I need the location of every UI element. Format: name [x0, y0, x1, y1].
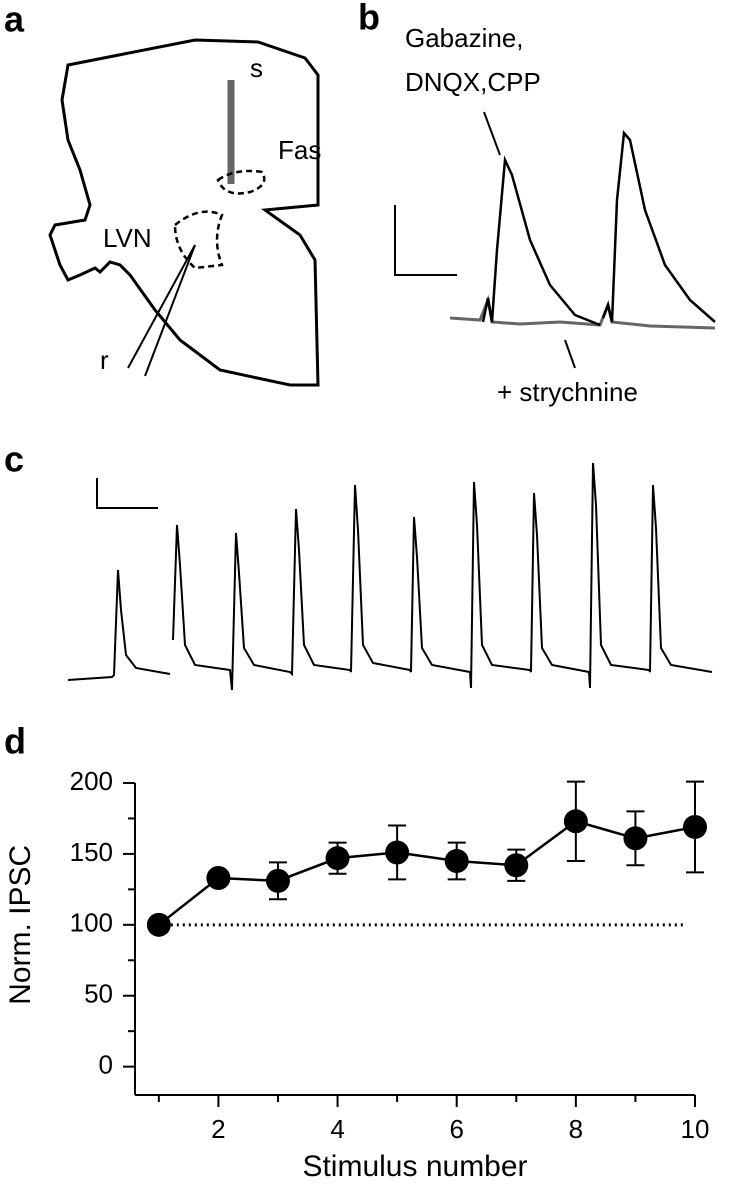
x-tick-label: 2 [211, 1114, 225, 1144]
x-tick-label: 8 [569, 1114, 583, 1144]
x-tick-label: 10 [681, 1114, 710, 1144]
data-point [265, 868, 290, 893]
x-axis-label: Stimulus number [302, 1150, 527, 1183]
data-point [504, 853, 529, 878]
slice-outline [48, 38, 320, 387]
label-fas: Fas [278, 135, 321, 165]
y-tick-label: 200 [70, 766, 113, 796]
y-tick-label: 50 [84, 979, 113, 1009]
scale-bar [394, 205, 457, 276]
y-tick-label: 150 [70, 837, 113, 867]
data-point [146, 912, 171, 937]
data-point [444, 849, 469, 873]
data-point [683, 814, 707, 839]
data-point [563, 809, 588, 834]
trace-train [67, 462, 713, 691]
electrode-r [127, 244, 196, 369]
pointer [483, 111, 501, 156]
trace-control [601, 129, 716, 323]
data-point [206, 866, 231, 891]
data-point [385, 840, 410, 865]
data-line [158, 819, 696, 926]
lvn-outline [173, 210, 224, 270]
trace-control [481, 155, 601, 327]
panel-label: b [358, 0, 380, 38]
y-axis-label: Norm. IPSC [4, 845, 37, 1005]
x-tick-label: 4 [330, 1114, 344, 1144]
chart: 0 50 100 150 200 2 4 6 8 10 Stimulus number Norm. I… [4, 766, 710, 1183]
label-lvn: LVN [103, 223, 152, 253]
panel-label: a [4, 0, 25, 40]
label-r: r [100, 345, 109, 375]
drug-label: Gabazine, [405, 23, 524, 53]
pointer [564, 339, 576, 369]
scale-bar [96, 478, 158, 509]
y-tick-label: 100 [70, 908, 113, 938]
panel-label: d [4, 721, 26, 762]
drug-label: + strychnine [497, 377, 638, 407]
data-point [623, 826, 648, 851]
drug-label: DNQX,CPP [405, 67, 541, 97]
data-point [325, 846, 350, 871]
electrode-r [144, 244, 196, 377]
x-tick-label: 6 [449, 1114, 463, 1144]
fas-outline [216, 169, 266, 195]
panel-label: c [4, 439, 24, 480]
label-s: s [250, 53, 263, 83]
y-tick-label: 0 [99, 1050, 113, 1080]
